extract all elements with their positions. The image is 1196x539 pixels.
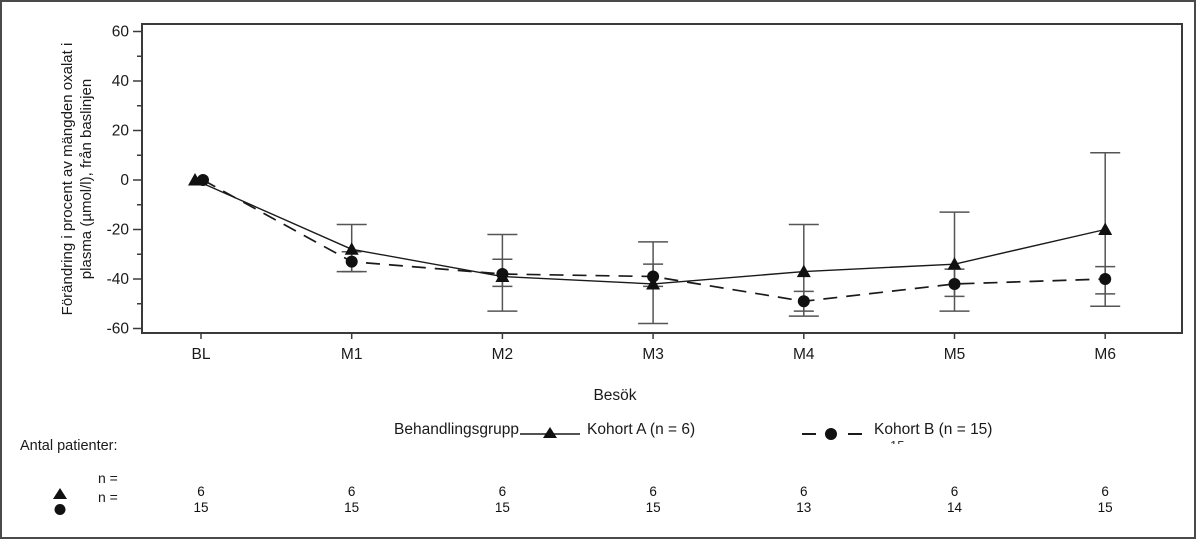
legend-clipped-text-artifact: 15 (890, 439, 914, 444)
kohort-a-point (646, 276, 661, 290)
kohort-b-n-value: 14 (946, 500, 963, 515)
kohort-a-n-value: 6 (347, 484, 356, 499)
n-equals-label-b: n = (98, 489, 118, 505)
patient-count-title: Antal patienter: (20, 438, 118, 454)
kohort-b-point (345, 255, 358, 268)
kohort-a-n-value: 6 (649, 484, 657, 499)
y-tick-label: -60 (107, 321, 130, 338)
kohort-a-line-triangle-icon (520, 427, 580, 438)
kohort-b-n-value: 15 (1097, 500, 1113, 515)
kohort-b-point (197, 174, 209, 186)
x-axis-label: Besök (593, 387, 637, 404)
kohort-b-point (1099, 273, 1112, 285)
x-tick-label: M6 (1094, 346, 1116, 363)
kohort-a-point (947, 257, 962, 270)
kohort-a-n-value: 6 (197, 484, 205, 499)
legend: Behandlingsgrupp Kohort A (n = 6) Kohort… (2, 414, 1194, 444)
kohort-b-n-value: 15 (344, 500, 360, 515)
triangle-marker-icon (53, 488, 67, 499)
kohort-a-n-value: 6 (950, 484, 959, 499)
kohort-a-point (1098, 222, 1113, 235)
n-equals-label-a: n = (98, 470, 118, 486)
kohort-b-point (797, 295, 810, 308)
x-tick-label: M3 (642, 346, 664, 363)
x-tick-label: M4 (793, 346, 815, 363)
circle-marker-icon (54, 504, 66, 515)
kohort-b-n-value: 15 (645, 500, 661, 515)
plot-svg: -60 -40 -20 0 20 40 60 BL M1 M2 M3 M4 M5 M6 (107, 23, 1183, 363)
kohort-a-point (796, 264, 811, 278)
kohort-a-line (194, 179, 1106, 285)
y-tick-label: 60 (112, 24, 130, 41)
y-tick-label: -40 (107, 271, 130, 288)
legend-title: Behandlingsgrupp (394, 421, 519, 438)
kohort-a-point (344, 242, 359, 255)
y-tick-label: -20 (107, 222, 130, 239)
y-tick-label: 40 (112, 73, 130, 90)
kohort-a-n-value: 6 (1101, 484, 1109, 499)
kohort-a-n-value: 6 (498, 484, 507, 499)
kohort-b-point (647, 270, 660, 283)
y-axis-label-line1: Förändring i procent av mängden oxalat i (59, 42, 76, 316)
legend-label-kohort-b: Kohort B (n = 15) (874, 421, 993, 438)
kohort-a-n-value: 6 (800, 484, 808, 499)
kohort-b-n-value: 13 (796, 500, 812, 515)
kohort-b-dash-circle-icon (802, 428, 862, 440)
legend-label-kohort-a: Kohort A (n = 6) (587, 421, 696, 438)
x-tick-label: M1 (341, 346, 363, 363)
plot-border (141, 23, 1183, 334)
y-axis-label-line2: plasma (µmol/l), från baslinjen (78, 78, 95, 280)
x-tick-label: M5 (944, 346, 966, 363)
x-tick-label: BL (192, 346, 211, 363)
kohort-b-n-value: 15 (193, 500, 209, 515)
kohort-b-point (496, 268, 509, 281)
kohort-b-n-value: 15 (494, 500, 510, 515)
kohort-b-point (948, 277, 961, 290)
y-tick-label: 0 (120, 172, 129, 189)
y-tick-label: 20 (112, 123, 130, 140)
x-tick-label: M2 (492, 346, 514, 363)
y-axis-label: Förändring i procent av mängden oxalat i… (58, 14, 96, 344)
